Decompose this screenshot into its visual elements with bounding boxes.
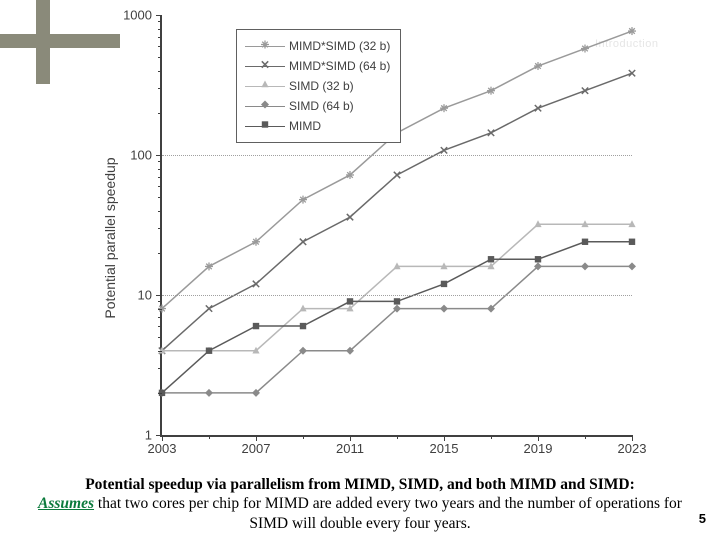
x-tick-label: 2011 [336, 441, 364, 456]
legend-row: SIMD (32 b) [245, 76, 390, 96]
series-marker [487, 87, 495, 95]
slide-accent-vertical [36, 0, 50, 84]
series-marker [581, 262, 589, 270]
legend-row: MIMD [245, 116, 390, 136]
series-marker [535, 105, 541, 111]
series-marker [629, 70, 635, 76]
legend-symbol [245, 116, 285, 136]
series-marker [300, 239, 306, 245]
y-axis-title: Potential parallel speedup [102, 157, 118, 318]
series-marker [488, 256, 494, 262]
caption-body: that two cores per chip for MIMD are add… [94, 495, 682, 531]
legend-label: MIMD*SIMD (64 b) [289, 59, 390, 73]
legend-row: SIMD (64 b) [245, 96, 390, 116]
legend-row: MIMD*SIMD (32 b) [245, 36, 390, 56]
x-tick-label: 2023 [618, 441, 647, 456]
legend-label: SIMD (64 b) [289, 99, 354, 113]
series-marker [628, 262, 636, 270]
legend-symbol [245, 36, 285, 56]
series-marker [206, 348, 212, 354]
series-marker [346, 171, 354, 179]
series-marker [534, 62, 542, 70]
legend-symbol [245, 56, 285, 76]
series-line [162, 224, 632, 350]
chart-legend: MIMD*SIMD (32 b) MIMD*SIMD (64 b) SIMD (… [236, 29, 401, 143]
y-tick-label: 100 [130, 148, 152, 163]
legend-row: MIMD*SIMD (64 b) [245, 56, 390, 76]
y-tick-label: 10 [138, 288, 152, 303]
plot-area: MIMD*SIMD (32 b) MIMD*SIMD (64 b) SIMD (… [160, 15, 632, 437]
series-marker [347, 214, 353, 220]
series-marker [488, 130, 494, 136]
speedup-chart: Potential parallel speedup [100, 5, 660, 470]
series-marker [535, 256, 541, 262]
series-marker [394, 172, 400, 178]
x-tick-label: 2003 [148, 441, 177, 456]
series-marker [628, 27, 636, 35]
x-tick-label: 2007 [242, 441, 271, 456]
series-marker [205, 389, 213, 397]
series-marker [300, 323, 306, 329]
legend-label: MIMD*SIMD (32 b) [289, 39, 390, 53]
series-marker [252, 238, 260, 246]
y-tick-label: 1000 [123, 8, 152, 23]
series-marker [253, 281, 259, 287]
legend-label: MIMD [289, 119, 321, 133]
series-marker [581, 45, 589, 53]
x-tick-label: 2019 [524, 441, 553, 456]
series-marker [440, 305, 448, 313]
caption-title: Potential speedup via parallelism from M… [85, 476, 635, 493]
series-marker [582, 87, 588, 93]
series-marker [394, 298, 400, 304]
series-marker [440, 104, 448, 112]
series-marker [299, 196, 307, 204]
legend-symbol [245, 76, 285, 96]
series-line [162, 266, 632, 392]
page-number: 5 [699, 511, 706, 526]
series-marker [582, 239, 588, 245]
caption-assumes: Assumes [38, 495, 94, 512]
legend-symbol [245, 96, 285, 116]
x-tick-label: 2015 [430, 441, 459, 456]
legend-label: SIMD (32 b) [289, 79, 354, 93]
series-marker [441, 147, 447, 153]
series-marker [206, 305, 212, 311]
series-marker [441, 281, 447, 287]
series-marker [347, 298, 353, 304]
series-marker [253, 323, 259, 329]
series-marker [629, 239, 635, 245]
figure-caption: Potential speedup via parallelism from M… [0, 475, 720, 533]
